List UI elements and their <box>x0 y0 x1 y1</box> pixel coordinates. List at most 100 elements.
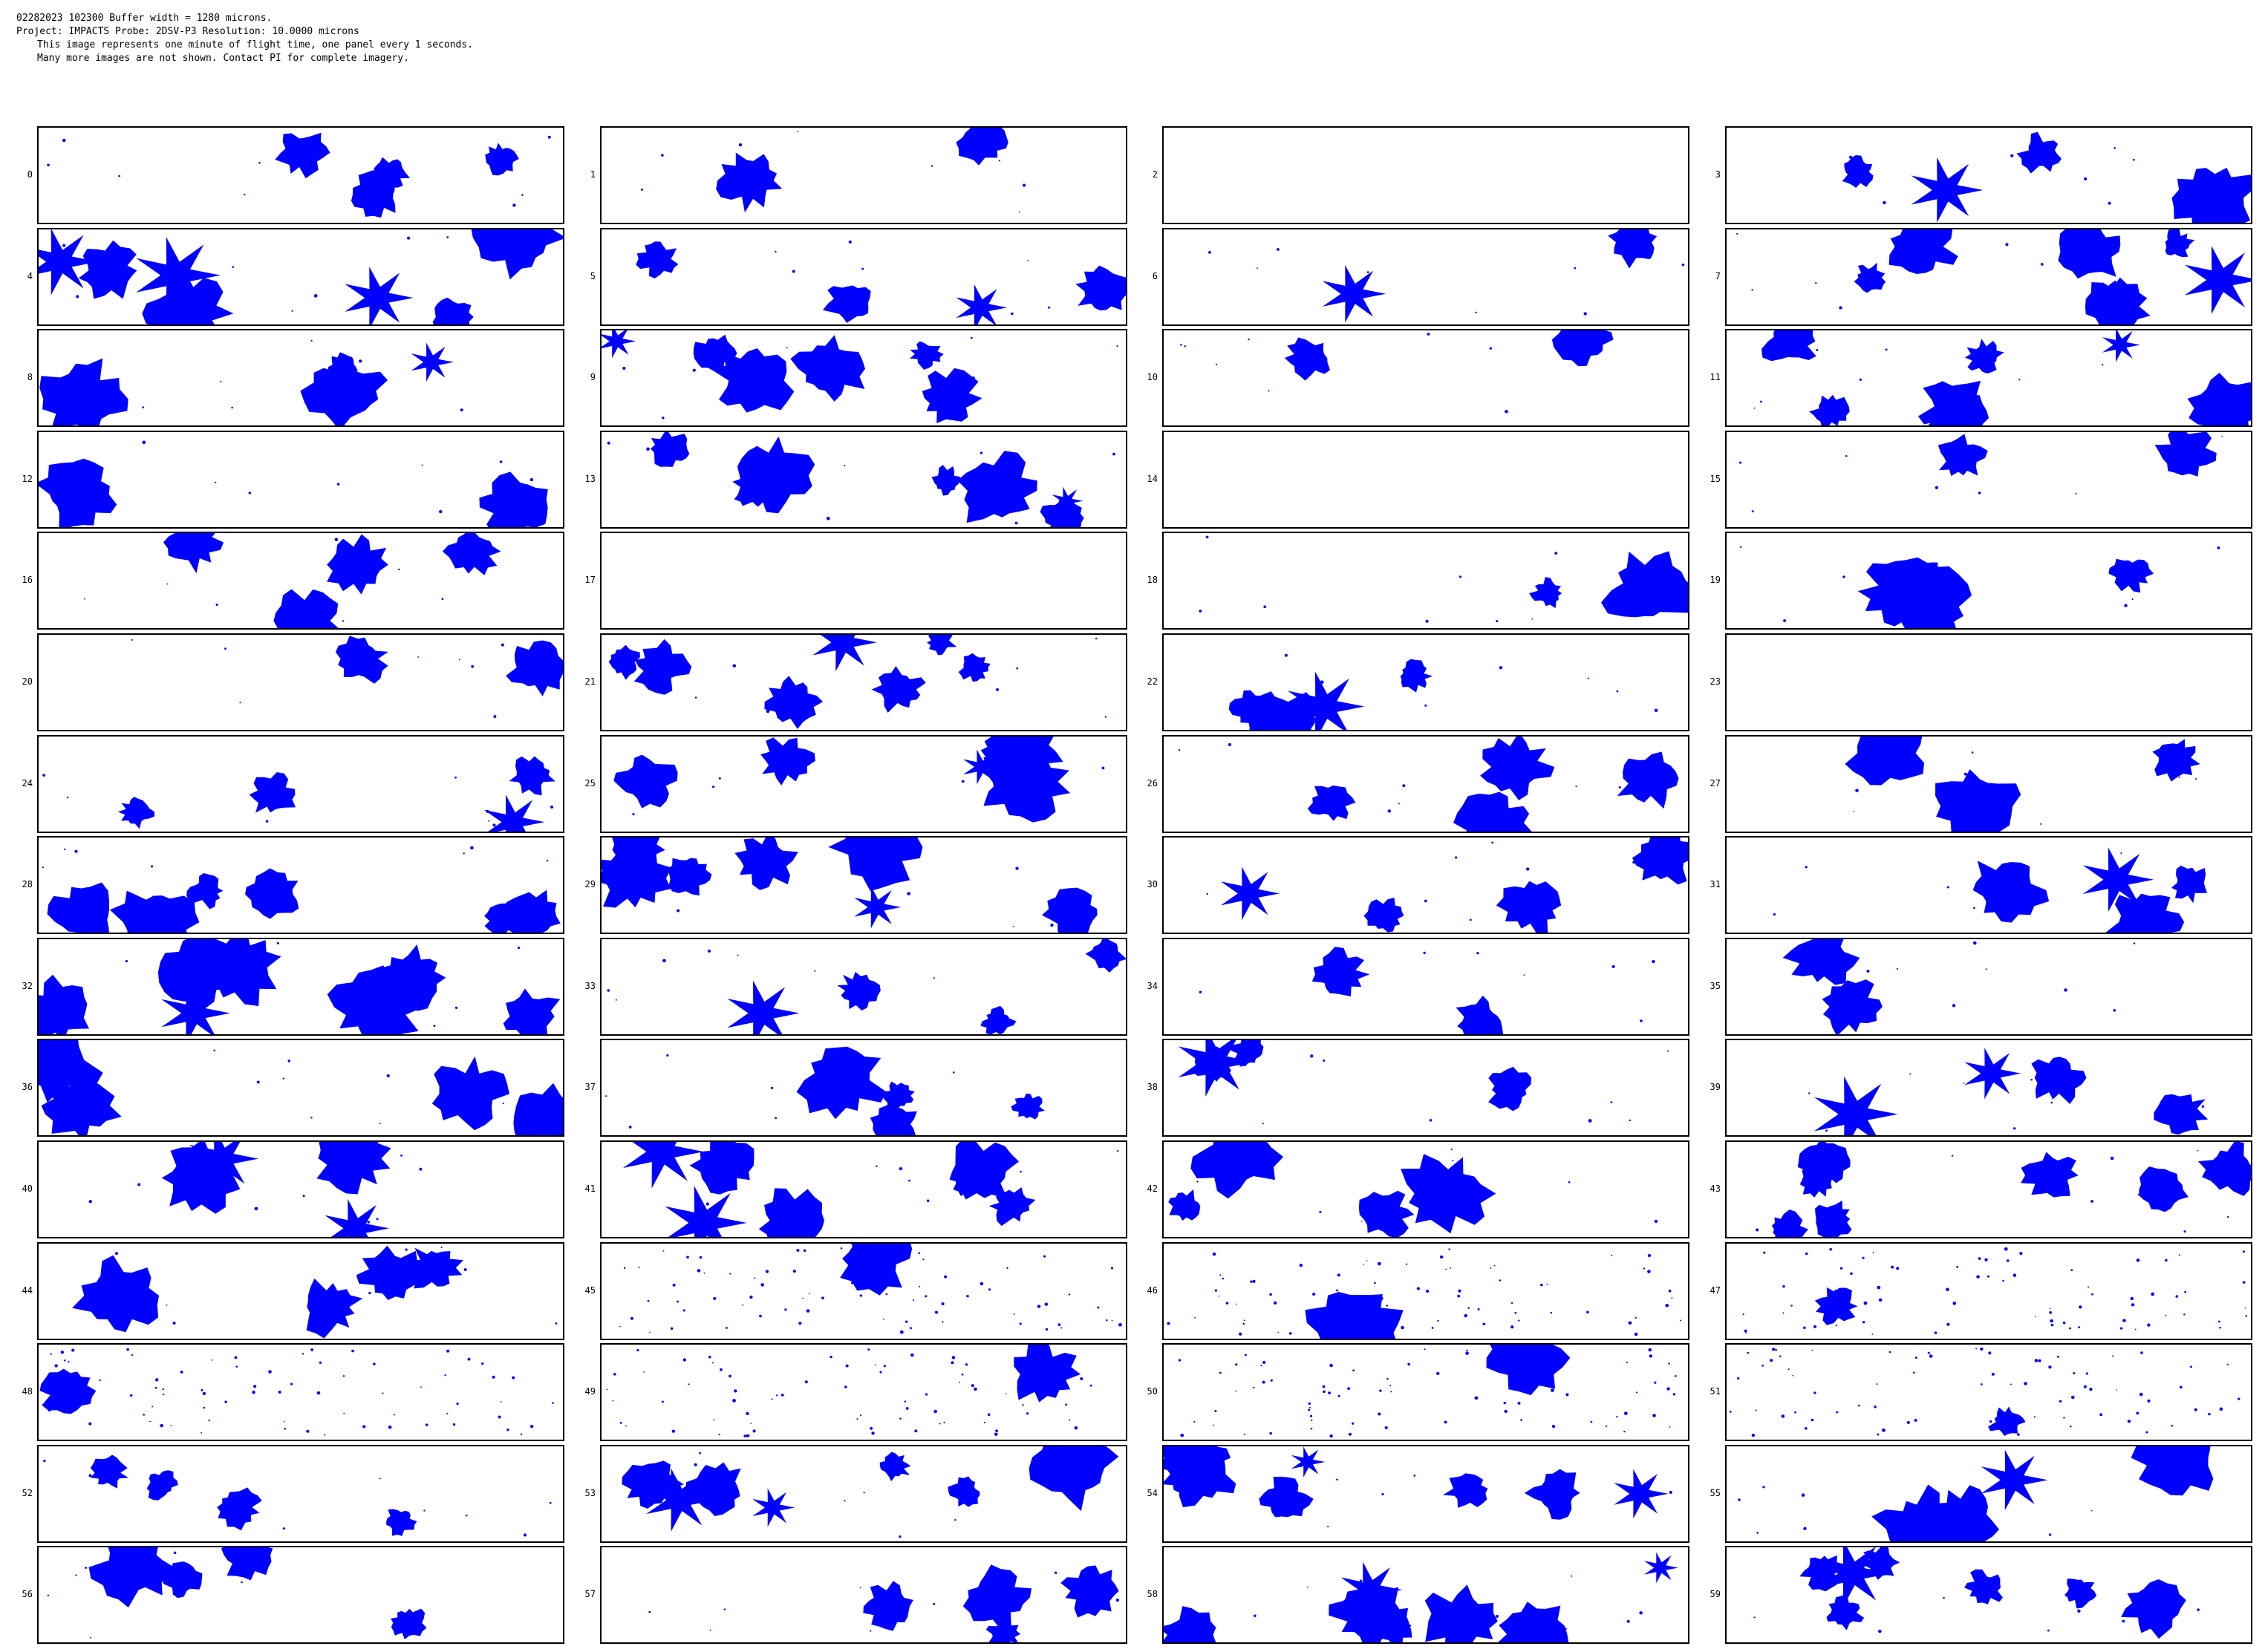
small-particle-dot <box>1060 770 1063 773</box>
ice-particle <box>608 644 640 680</box>
small-particle-dot <box>368 1291 371 1294</box>
small-particle-dot <box>1495 1615 1499 1619</box>
particle-image-panel <box>1725 532 2252 630</box>
small-particle-dot <box>1450 1148 1453 1151</box>
ice-particle <box>882 1081 915 1111</box>
small-particle-dot <box>2221 435 2223 437</box>
small-particle-dot <box>1635 1316 1637 1319</box>
small-particle-dot <box>2178 1254 2180 1256</box>
small-particle-dot <box>2073 1372 2076 1375</box>
small-particle-dot <box>2185 450 2186 452</box>
small-particle-dot <box>1047 306 1050 309</box>
small-particle-dot <box>988 1287 991 1290</box>
small-particle-dot <box>1068 1419 1070 1421</box>
small-particle-dot <box>661 154 664 157</box>
ice-particle <box>1886 562 1972 629</box>
ice-particle <box>479 471 548 527</box>
ice-particle <box>796 1047 887 1120</box>
small-particle-dot <box>1277 1331 1280 1333</box>
ice-particle <box>117 796 155 829</box>
small-particle-dot <box>1751 288 1753 291</box>
small-particle-dot <box>1978 491 1981 494</box>
small-particle-dot <box>1490 1267 1492 1269</box>
ice-particle <box>1456 995 1504 1034</box>
small-particle-dot <box>671 1429 676 1433</box>
small-particle-dot <box>1729 1411 1732 1413</box>
particle-image-panel <box>1162 1140 1689 1238</box>
particle-image <box>619 1243 1122 1334</box>
small-particle-dot <box>481 1362 484 1365</box>
ice-particle <box>1486 1345 1571 1396</box>
small-particle-dot <box>1984 1258 1988 1261</box>
ice-particle <box>958 653 991 682</box>
small-particle-dot <box>1074 1426 1078 1430</box>
small-particle-dot <box>1482 1322 1486 1325</box>
small-particle-dot <box>66 796 69 798</box>
small-particle-dot <box>1315 1307 1319 1310</box>
small-particle-dot <box>1208 250 1211 254</box>
small-particle-dot <box>76 295 79 298</box>
small-particle-dot <box>1386 1304 1388 1307</box>
ice-particle <box>157 938 235 1009</box>
ice-particle <box>871 666 926 714</box>
small-particle-dot <box>655 1495 658 1498</box>
small-particle-dot <box>1104 716 1107 718</box>
panel-label: 30 <box>1147 879 1158 890</box>
ice-particle <box>432 297 474 324</box>
small-particle-dot <box>1956 1512 1960 1515</box>
small-particle-dot <box>775 1117 778 1120</box>
small-particle-dot <box>1429 1119 1433 1123</box>
particle-image <box>47 132 551 218</box>
small-particle-dot <box>1044 1302 1049 1306</box>
small-particle-dot <box>959 1382 961 1383</box>
ice-particle <box>300 365 388 426</box>
particle-image-panel <box>37 1140 564 1238</box>
small-particle-dot <box>258 161 261 164</box>
small-particle-dot <box>42 866 44 869</box>
small-particle-dot <box>126 1348 129 1351</box>
panel-label: 16 <box>22 575 33 586</box>
small-particle-dot <box>1360 1220 1363 1222</box>
particle-image <box>39 1040 563 1136</box>
small-particle-dot <box>1019 211 1020 213</box>
small-particle-dot <box>1350 1319 1354 1322</box>
small-particle-dot <box>2184 1290 2186 1293</box>
small-particle-dot <box>1020 1170 1022 1173</box>
small-particle-dot <box>708 1356 711 1359</box>
small-particle-dot <box>2049 1307 2051 1309</box>
small-particle-dot <box>1605 1425 1608 1428</box>
small-particle-dot <box>1853 810 1854 812</box>
small-particle-dot <box>48 1408 51 1412</box>
small-particle-dot <box>1310 1428 1313 1430</box>
ice-particle <box>1551 330 1614 367</box>
ice-particle <box>1453 791 1532 832</box>
ice-particle <box>136 236 221 314</box>
small-particle-dot <box>112 408 116 412</box>
small-particle-dot <box>615 999 617 1001</box>
small-particle-dot <box>1510 1325 1514 1329</box>
small-particle-dot <box>1196 1181 1199 1183</box>
small-particle-dot <box>163 1394 165 1396</box>
ice-particle <box>1529 577 1562 609</box>
panel-label: 12 <box>22 473 33 484</box>
small-particle-dot <box>88 1200 92 1204</box>
small-particle-dot <box>555 1322 558 1325</box>
small-particle-dot <box>1112 452 1115 456</box>
small-particle-dot <box>2018 379 2021 381</box>
small-particle-dot <box>1861 749 1863 751</box>
particle-image <box>88 1142 423 1237</box>
panel-label: 26 <box>1147 777 1158 789</box>
small-particle-dot <box>1963 772 1967 776</box>
ice-particle <box>1608 229 1658 269</box>
panel-label: 38 <box>1147 1082 1158 1093</box>
small-particle-dot <box>1308 1402 1311 1405</box>
small-particle-dot <box>1568 1181 1571 1184</box>
particle-image-panel <box>600 1140 1127 1238</box>
small-particle-dot <box>2010 154 2014 157</box>
small-particle-dot <box>131 1354 134 1356</box>
small-particle-dot <box>2137 1193 2139 1196</box>
small-particle-dot <box>2145 1431 2148 1434</box>
small-particle-dot <box>867 1260 870 1264</box>
small-particle-dot <box>1550 1311 1553 1313</box>
small-particle-dot <box>1466 1349 1468 1352</box>
